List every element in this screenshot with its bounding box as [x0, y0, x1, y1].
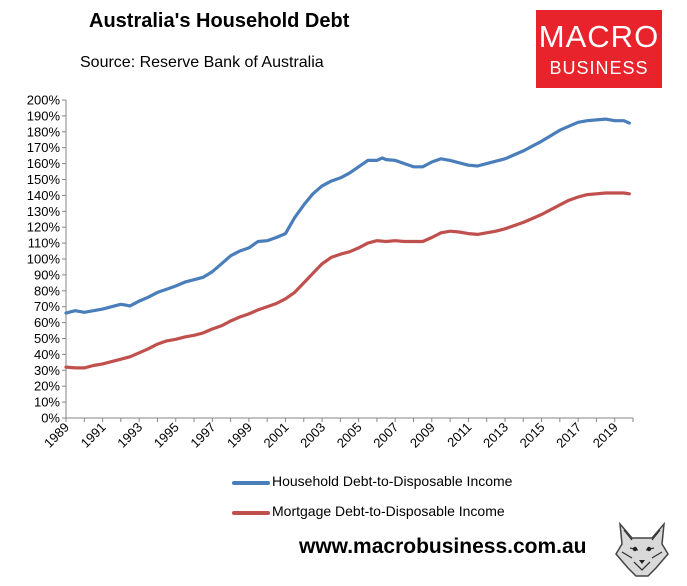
legend-label-mortgage: Mortgage Debt-to-Disposable Income [272, 503, 505, 519]
y-tick-label: 50% [34, 331, 60, 346]
x-tick-label: 1997 [187, 420, 218, 451]
y-tick-label: 190% [27, 108, 61, 123]
chart-series-layer [64, 117, 631, 370]
series-line-household-debt [64, 117, 631, 315]
y-tick-label: 170% [27, 140, 61, 155]
legend-swatch-household [232, 481, 270, 485]
chart-axes: 0%10%20%30%40%50%60%70%80%90%100%110%120… [27, 93, 634, 451]
logo-line-1: MACRO [538, 19, 660, 54]
y-tick-label: 150% [27, 172, 61, 187]
x-tick-label: 2017 [553, 420, 584, 451]
y-tick-label: 20% [34, 379, 60, 394]
x-tick-label: 2011 [444, 420, 474, 450]
chart-subtitle: Source: Reserve Bank of Australia [80, 54, 324, 71]
y-tick-label: 30% [34, 363, 60, 378]
legend-swatch-mortgage [232, 511, 270, 515]
x-tick-label: 1995 [151, 420, 182, 451]
wolf-mascot-icon [612, 518, 672, 580]
x-tick-label: 2001 [261, 420, 292, 451]
x-tick-label: 2009 [407, 420, 438, 451]
x-tick-label: 2003 [297, 420, 328, 451]
y-tick-label: 40% [34, 347, 60, 362]
chart-title: Australia's Household Debt [89, 10, 350, 32]
x-tick-label: 1991 [78, 420, 109, 451]
y-tick-label: 80% [34, 283, 60, 298]
x-tick-label: 2007 [370, 420, 401, 451]
macro-business-logo: MACRO BUSINESS [536, 10, 662, 88]
y-tick-label: 90% [34, 267, 60, 282]
y-tick-label: 120% [27, 220, 61, 235]
logo-line-2: BUSINESS [549, 58, 649, 78]
y-tick-label: 180% [27, 124, 61, 139]
y-tick-label: 60% [34, 315, 60, 330]
y-tick-label: 140% [27, 188, 61, 203]
y-tick-label: 200% [27, 93, 61, 108]
y-tick-label: 10% [34, 395, 60, 410]
x-tick-label: 1999 [224, 420, 255, 451]
x-tick-label: 2013 [480, 420, 511, 451]
x-tick-label: 2019 [590, 420, 621, 451]
website-url: www.macrobusiness.com.au [299, 535, 587, 558]
series-line-mortgage-debt [64, 191, 631, 370]
x-tick-label: 1993 [114, 420, 145, 451]
y-tick-label: 130% [27, 204, 61, 219]
y-tick-label: 100% [27, 252, 61, 267]
y-tick-label: 0% [41, 411, 60, 426]
legend-label-household: Household Debt-to-Disposable Income [272, 473, 513, 489]
y-tick-label: 110% [28, 236, 61, 251]
y-tick-label: 160% [27, 156, 61, 171]
x-tick-label: 2005 [334, 420, 365, 451]
x-tick-label: 2015 [517, 420, 548, 451]
y-tick-label: 70% [34, 299, 60, 314]
